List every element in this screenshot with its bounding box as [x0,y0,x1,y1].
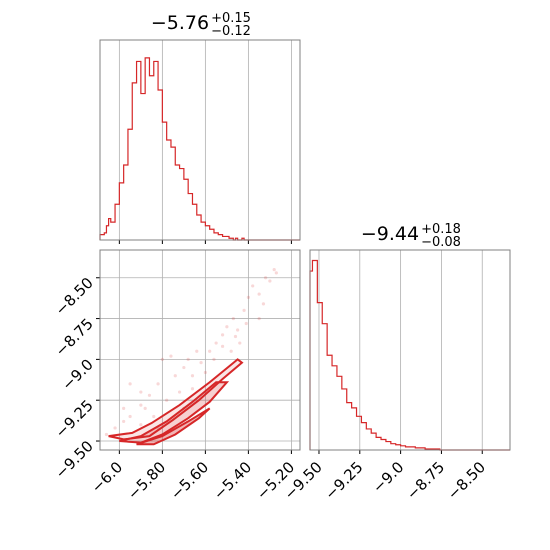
scatter-point-24 [139,423,143,427]
scatter-point-5 [165,398,169,402]
scatter-point-15 [236,328,240,332]
title-param1-plus: +0.15 [211,11,251,26]
scatter-point-22 [272,267,276,272]
scatter-point-13 [225,325,229,329]
scatter-point-49 [122,419,126,424]
scatter-point-17 [246,295,250,299]
title-param2-minus: −0.08 [421,235,461,250]
title-param2-plus: +0.18 [421,222,461,237]
scatter-point-25 [152,414,156,419]
scatter-xtick-label-3: −5.40 [210,458,255,503]
title-param1-value: −5.76 [151,12,209,34]
title-param2: −9.44 [361,223,419,245]
scatter-point-40 [128,382,132,386]
hist-panel-param1 [99,39,301,244]
hist2-xtick-label-1: −9.25 [321,458,366,503]
scatter-point-12 [220,333,225,337]
hist2-frame [309,249,511,451]
scatter-point-21 [268,279,272,283]
scatter-point-26 [113,426,117,430]
scatter-point-39 [195,349,199,353]
scatter-point-33 [238,341,242,345]
hist2-xtick-label-2: −9.0 [369,458,407,496]
title-param2-value: −9.44 [361,223,419,245]
scatter-frame [99,249,301,451]
scatter-point-28 [177,390,182,394]
scatter-ytick-label-1: −9.25 [52,396,97,441]
scatter-point-30 [203,370,207,375]
hist1-histogram-line [99,57,300,241]
scatter-point-3 [147,393,152,397]
contour-line-0 [108,358,244,441]
contour-fill-1 [119,382,227,443]
scatter-point-42 [257,316,261,321]
scatter-point-32 [229,349,233,353]
scatter-point-16 [242,308,246,313]
scatter-point-44 [244,321,248,326]
scatter-point-14 [231,316,235,321]
hist1-frame [99,39,301,241]
scatter-point-2 [139,403,143,407]
scatter-xtick-label-0: −6.0 [88,458,126,496]
scatter-point-38 [220,344,225,348]
scatter-point-8 [190,374,195,378]
scatter-point-6 [173,374,177,378]
contour-line-1 [119,381,230,444]
hist2-xtick-label-3: −8.75 [403,458,448,503]
scatter-point-43 [261,302,266,306]
scatter-point-36 [169,354,173,358]
scatter-ytick-label-2: −9.0 [58,355,96,393]
scatter-point-9 [199,361,203,365]
scatter-point-34 [139,390,143,394]
scatter-xtick-label-2: −5.60 [167,458,212,503]
hist2-xtick-label-4: −8.50 [444,458,489,503]
scatter-point-10 [208,349,212,353]
scatter-point-45 [233,334,238,339]
scatter-point-1 [128,414,132,419]
scatter-point-11 [214,341,218,345]
title-param1: −5.76 [151,12,209,34]
scatter-point-20 [263,276,268,280]
scatter-ytick-label-4: −8.50 [52,274,97,319]
scatter-panel: −6.0−5.80−5.60−5.40−5.20−9.50−9.25−9.0−8… [52,249,301,503]
scatter-point-27 [104,432,109,437]
scatter-point-41 [143,406,147,410]
scatter-point-0 [122,406,126,410]
scatter-point-18 [251,284,255,288]
scatter-ytick-label-0: −9.50 [52,437,97,482]
hist-panel-param2: −9.50−9.25 −9.0−8.75−8.50 [281,249,511,503]
contour-line-2 [136,407,211,446]
scatter-xtick-label-1: −5.80 [124,458,169,503]
scatter-point-37 [186,357,190,361]
scatter-point-19 [257,292,261,296]
scatter-point-4 [156,382,160,386]
scatter-ytick-label-3: −8.75 [52,315,97,360]
scatter-point-29 [190,387,195,391]
hist2-histogram-line [309,259,510,451]
scatter-point-31 [212,357,216,361]
scatter-point-35 [160,357,164,361]
title-param1-minus: −0.12 [211,24,251,39]
scatter-point-23 [274,271,278,275]
scatter-point-7 [182,365,186,370]
